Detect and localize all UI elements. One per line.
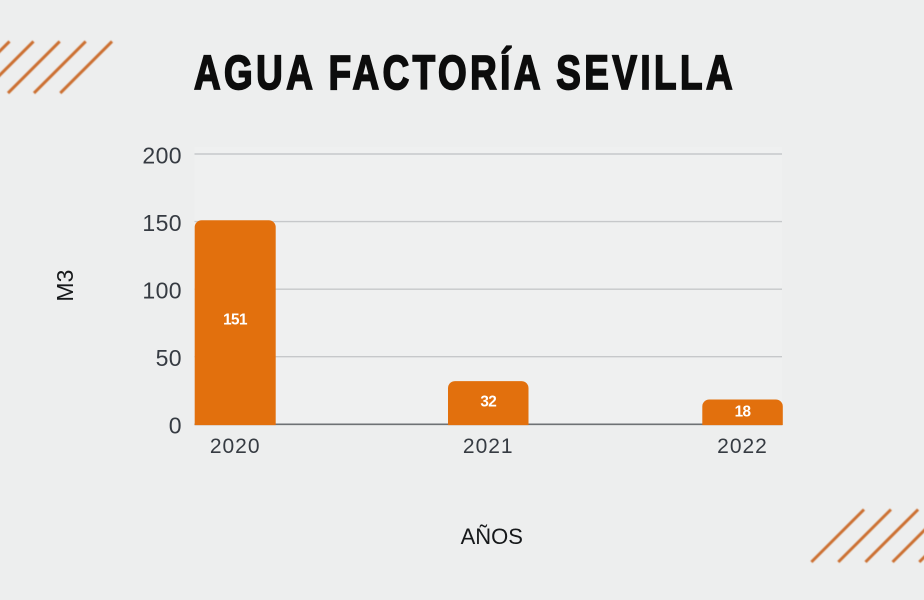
svg-text:M3: M3 — [52, 270, 78, 302]
svg-text:50: 50 — [156, 345, 182, 371]
svg-text:0: 0 — [169, 413, 182, 439]
svg-text:150: 150 — [142, 210, 182, 236]
svg-text:AGUA FACTORÍA SEVILLA: AGUA FACTORÍA SEVILLA — [194, 46, 736, 100]
svg-text:2022: 2022 — [717, 435, 768, 458]
svg-text:2020: 2020 — [210, 435, 261, 458]
svg-text:32: 32 — [480, 393, 496, 410]
svg-text:AÑOS: AÑOS — [461, 524, 523, 549]
svg-text:100: 100 — [142, 278, 182, 304]
svg-text:200: 200 — [142, 142, 182, 168]
svg-text:18: 18 — [735, 403, 752, 420]
svg-text:151: 151 — [223, 312, 248, 329]
svg-text:2021: 2021 — [463, 435, 514, 458]
